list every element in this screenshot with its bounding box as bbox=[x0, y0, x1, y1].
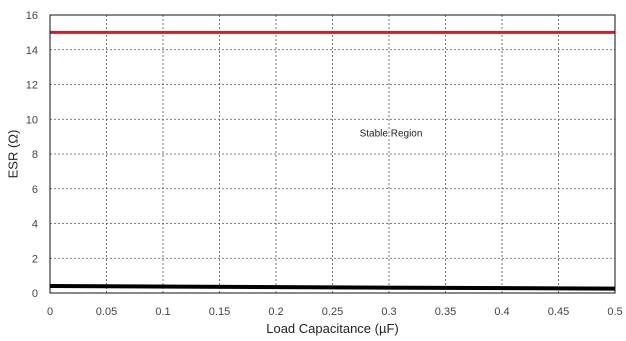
y-tick-label: 4 bbox=[32, 219, 38, 231]
y-tick-label: 16 bbox=[26, 10, 38, 22]
data-series bbox=[49, 30, 616, 291]
x-axis-ticks: 0 0.05 0.1 0.15 0.2 0.25 0.3 0.35 0.4 0.45 0.5 bbox=[47, 306, 623, 318]
x-tick-label: 0.5 bbox=[607, 306, 622, 318]
y-tick-label: 14 bbox=[26, 45, 38, 57]
x-tick-label: 0.35 bbox=[435, 306, 456, 318]
y-tick-label: 6 bbox=[32, 184, 38, 196]
y-tick-label: 12 bbox=[26, 80, 38, 92]
x-tick-label: 0.45 bbox=[548, 306, 569, 318]
series-line-1 bbox=[49, 284, 616, 291]
x-tick-label: 0.4 bbox=[494, 306, 509, 318]
x-tick-label: 0.3 bbox=[381, 306, 396, 318]
annotation-label: Stable Region bbox=[360, 129, 423, 140]
y-tick-label: 0 bbox=[32, 288, 38, 300]
x-tick-label: 0.1 bbox=[155, 306, 170, 318]
plot-area bbox=[49, 14, 616, 294]
y-tick-label: 10 bbox=[26, 114, 38, 126]
grid-lines bbox=[49, 14, 616, 294]
y-tick-label: 8 bbox=[32, 149, 38, 161]
x-tick-label: 0.15 bbox=[209, 306, 230, 318]
y-axis-ticks: 0 2 4 6 8 10 12 14 16 bbox=[26, 10, 38, 300]
x-tick-label: 0.05 bbox=[96, 306, 117, 318]
annotations: Stable Region bbox=[360, 129, 423, 140]
y-axis-title: ESR (Ω) bbox=[5, 130, 20, 179]
x-axis-title: Load Capacitance (µF) bbox=[266, 321, 399, 336]
x-tick-label: 0.2 bbox=[268, 306, 283, 318]
x-tick-label: 0 bbox=[47, 306, 53, 318]
x-tick-label: 0.25 bbox=[322, 306, 343, 318]
y-tick-label: 2 bbox=[32, 253, 38, 265]
